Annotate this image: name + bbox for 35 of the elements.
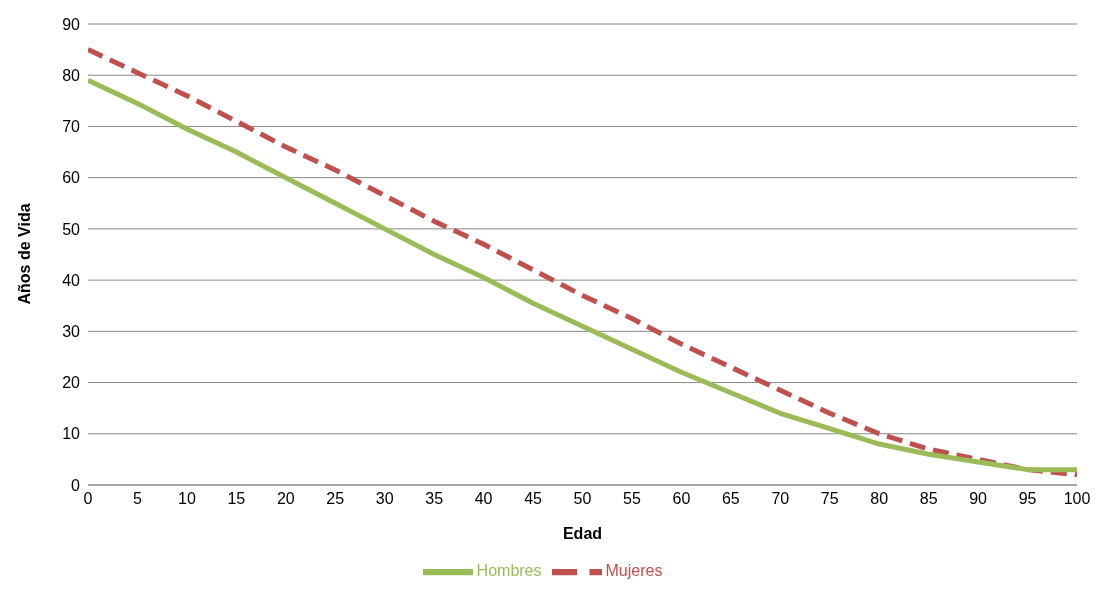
x-tick-label: 25 [326,490,345,508]
y-tick-label: 10 [62,425,81,443]
y-tick-label: 20 [62,374,81,392]
y-tick-label: 30 [62,323,81,341]
y-tick-label: 40 [62,271,81,289]
x-tick-label: 80 [870,490,889,508]
y-tick-label: 80 [62,66,81,84]
x-tick-label: 15 [227,490,246,508]
y-tick-label: 50 [62,220,81,238]
x-tick-label: 5 [133,490,142,508]
x-tick-label: 55 [623,490,641,508]
x-tick-label: 60 [672,490,691,508]
x-tick-label: 85 [919,490,938,508]
legend-label: Mujeres [605,562,663,580]
x-tick-label: 95 [1018,490,1037,508]
legend-label: Hombres [476,562,542,580]
x-tick-label: 50 [573,490,592,508]
x-tick-label: 30 [375,490,394,508]
x-tick-label: 100 [1063,490,1091,508]
x-tick-label: 45 [524,490,543,508]
x-tick-label: 65 [721,490,740,508]
x-tick-label: 20 [276,490,295,508]
y-tick-label: 60 [62,169,81,187]
x-tick-label: 35 [425,490,444,508]
y-axis-title: Años de Vida [15,203,33,305]
x-tick-label: 70 [771,490,790,508]
x-tick-label: 0 [83,490,93,508]
y-tick-label: 90 [62,15,81,33]
x-tick-label: 10 [178,490,196,508]
x-tick-label: 75 [820,490,839,508]
x-axis-title: Edad [562,525,603,542]
y-tick-label: 70 [62,118,81,136]
x-tick-label: 90 [969,490,988,508]
x-tick-label: 40 [474,490,493,508]
y-tick-label: 0 [71,476,81,494]
